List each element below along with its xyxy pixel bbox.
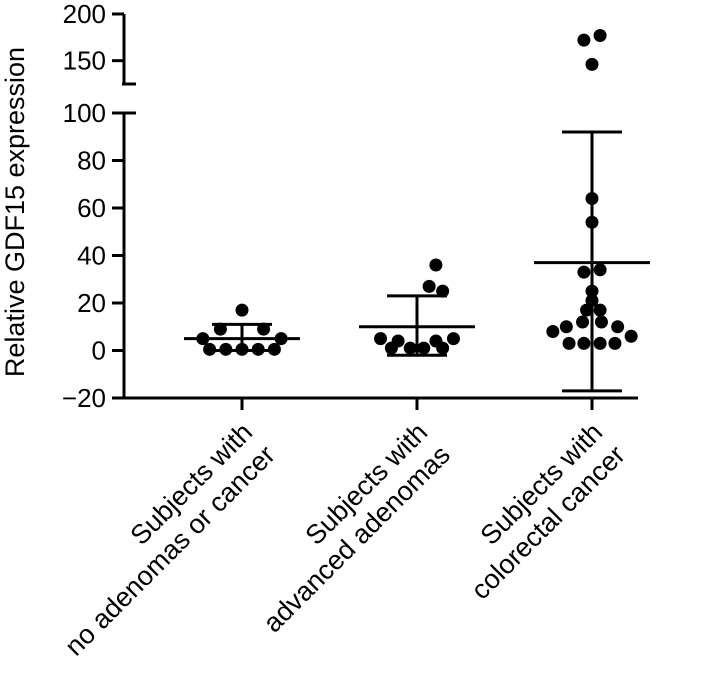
data-point	[585, 57, 599, 71]
y-tick-label: 40	[77, 241, 106, 271]
y-tick-label: 150	[63, 46, 106, 76]
data-point	[203, 342, 217, 356]
data-point	[436, 284, 450, 298]
y-tick-label: 100	[63, 98, 106, 128]
data-point	[213, 322, 227, 336]
data-point	[374, 332, 388, 346]
data-point	[267, 342, 281, 356]
y-tick-label: 200	[63, 0, 106, 29]
data-point	[422, 279, 436, 293]
data-point	[429, 258, 443, 272]
data-point	[577, 265, 591, 279]
y-tick-label: 0	[92, 336, 106, 366]
y-tick-label: 20	[77, 288, 106, 318]
category-label-line: advanced adenomas	[257, 440, 455, 638]
data-point	[235, 342, 249, 356]
data-point	[593, 336, 607, 350]
y-axis-label: Relative GDF15 expression	[0, 47, 30, 377]
data-point	[219, 342, 233, 356]
category-label: Subjects withno adenomas or cancer	[36, 417, 280, 661]
data-point	[384, 341, 398, 355]
data-point	[274, 332, 288, 346]
data-point	[580, 303, 594, 317]
y-tick-label: 60	[77, 193, 106, 223]
data-point	[608, 336, 622, 350]
data-point	[611, 320, 625, 334]
data-point	[585, 192, 599, 205]
y-tick-labels: −20 0 20 40 60 80 100 150 200	[62, 0, 106, 413]
data-point	[576, 315, 590, 329]
data-point	[446, 332, 460, 346]
data-point	[562, 336, 576, 350]
data-point	[235, 303, 249, 317]
y-tick-label: 80	[77, 146, 106, 176]
x-axis	[124, 396, 638, 410]
data-point	[585, 284, 599, 298]
category-label: Subjects withcolorectal cancer	[443, 417, 631, 605]
category-label-line: no adenomas or cancer	[59, 440, 281, 662]
data-point	[559, 320, 573, 334]
data-point	[417, 341, 431, 355]
data-point	[585, 294, 599, 308]
data-point	[594, 315, 608, 329]
data-point	[577, 336, 591, 350]
category-labels: Subjects withno adenomas or cancer Subjec…	[36, 417, 631, 661]
data-point	[436, 341, 450, 355]
data-point	[403, 341, 417, 355]
data-point	[593, 263, 607, 277]
data-point	[251, 342, 265, 356]
data-points	[196, 28, 638, 356]
data-point	[577, 33, 591, 47]
data-point	[546, 325, 560, 338]
data-point	[593, 303, 607, 317]
y-axis	[112, 12, 136, 400]
data-point	[196, 332, 210, 346]
data-point	[585, 215, 599, 229]
data-point	[593, 28, 607, 42]
data-point	[624, 329, 638, 343]
y-tick-label: −20	[62, 383, 106, 413]
data-point	[257, 322, 271, 336]
